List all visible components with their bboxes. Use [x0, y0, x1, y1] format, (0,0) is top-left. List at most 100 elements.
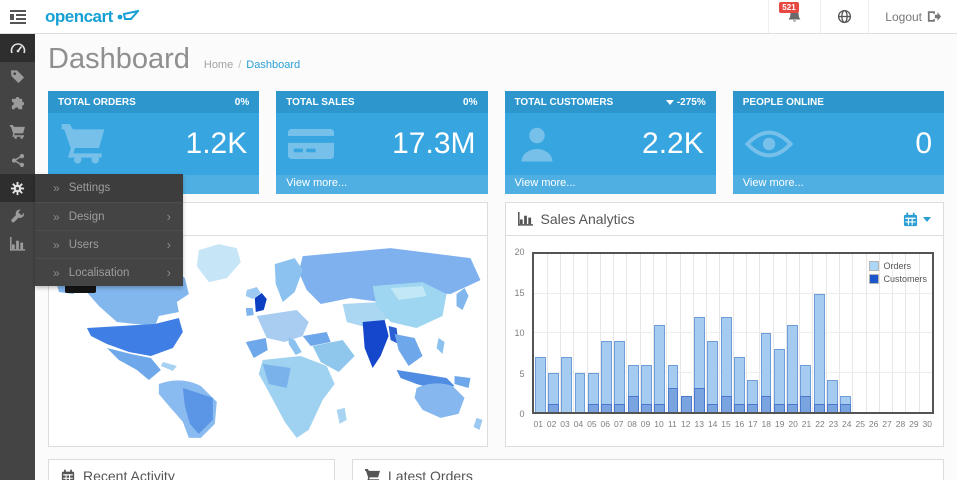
legend-swatch	[869, 260, 880, 271]
page-head: Dashboard Home / Dashboard	[48, 43, 944, 87]
customers-bar-15	[720, 396, 732, 412]
tile-view-more-link[interactable]: View more...	[504, 175, 716, 194]
chart-legend: Orders Customers	[869, 259, 927, 285]
flyout-item-users[interactable]: » Users ›	[35, 230, 183, 258]
x-tick-label: 16	[734, 419, 745, 429]
customers-bar-08	[627, 396, 639, 412]
y-tick-label: 20	[514, 247, 525, 257]
tile-header: TOTAL CUSTOMERS -275%	[504, 91, 716, 113]
orders-bar-09	[640, 364, 652, 412]
chevron-right-icon: ›	[166, 237, 171, 252]
sidebar-item-reports[interactable]	[0, 230, 35, 258]
x-tick-label: 04	[573, 419, 584, 429]
orders-bar-08	[627, 364, 639, 412]
legend-entry-orders: Orders	[869, 259, 927, 272]
x-tick-label: 09	[640, 419, 651, 429]
cart-icon	[10, 125, 25, 139]
logo[interactable]: opencart	[35, 0, 149, 33]
flyout-item-label: Localisation	[68, 266, 130, 279]
gridline	[599, 254, 601, 412]
chart-range-dropdown[interactable]	[903, 211, 931, 227]
flyout-item-settings[interactable]: » Settings	[35, 174, 183, 202]
orders-bar-16	[733, 356, 745, 412]
latest-orders-title: Latest Orders	[388, 468, 473, 480]
sidebar-item-dashboard[interactable]	[0, 34, 35, 62]
tile-change: 0%	[463, 96, 478, 108]
orders-bar-05	[587, 372, 599, 412]
sidebar-item-maintenance[interactable]	[0, 202, 35, 230]
chart-plot-area: Orders Customers	[531, 252, 934, 414]
gridline	[546, 254, 548, 412]
orders-bar-19	[773, 348, 785, 412]
tile-value: 2.2K	[642, 127, 704, 160]
latest-orders-panel: Latest Orders	[352, 459, 944, 480]
world-map-body[interactable]	[49, 236, 487, 446]
bar-chart-icon	[10, 237, 25, 251]
notifications-button[interactable]: 521	[768, 0, 820, 33]
menu-toggle-button[interactable]	[0, 0, 35, 33]
tag-icon	[10, 69, 25, 84]
customers-bar-05	[587, 404, 599, 412]
stores-button[interactable]	[820, 0, 868, 33]
customers-bar-22	[813, 404, 825, 412]
orders-bar-04	[574, 372, 586, 412]
angle-double-right-icon: »	[53, 265, 60, 280]
tile-header: PEOPLE ONLINE	[732, 91, 944, 113]
flyout-item-design[interactable]: » Design ›	[35, 202, 183, 230]
x-tick-label: 18	[761, 419, 772, 429]
tile-body: 17.3M	[276, 113, 488, 175]
orders-bar-24	[840, 396, 852, 412]
gridline	[772, 254, 774, 412]
customers-bar-13	[694, 388, 705, 412]
x-tick-label: 08	[627, 419, 637, 429]
customers-bar-14	[707, 404, 719, 412]
orders-bar-22	[813, 293, 825, 412]
notification-badge: 521	[779, 2, 799, 13]
orders-bar-07	[614, 340, 626, 412]
sidebar-item-catalog[interactable]	[0, 62, 35, 90]
breadcrumb-home[interactable]: Home	[203, 59, 234, 71]
sales-analytics-header: Sales Analytics	[505, 203, 943, 236]
gridline	[839, 254, 841, 412]
x-tick-label: 22	[815, 419, 825, 429]
sidebar-item-system[interactable]	[0, 174, 35, 202]
share-icon	[11, 153, 25, 168]
breadcrumb-current[interactable]: Dashboard	[246, 59, 301, 71]
x-tick-label: 02	[546, 419, 557, 429]
x-tick-label: 01	[533, 419, 543, 429]
gridline	[892, 254, 894, 412]
customers-bar-21	[800, 396, 812, 412]
logout-button[interactable]: Logout	[868, 0, 957, 33]
sales-analytics-panel: Sales Analytics	[504, 202, 944, 447]
angle-double-right-icon: »	[53, 237, 60, 252]
header-spacer	[149, 0, 769, 33]
gridline	[905, 254, 907, 412]
wrench-icon	[10, 209, 25, 224]
puzzle-icon	[10, 96, 25, 112]
x-tick-label: 06	[600, 419, 611, 429]
flyout-item-localisation[interactable]: » Localisation ›	[35, 258, 183, 286]
customers-bar-09	[640, 404, 652, 412]
x-tick-label: 03	[560, 419, 570, 429]
chevron-right-icon: ›	[166, 209, 171, 224]
gridline	[653, 254, 655, 412]
tile-view-more-link[interactable]: View more...	[276, 175, 488, 194]
sidebar-item-extensions[interactable]	[0, 90, 35, 118]
x-tick-label: 12	[681, 419, 691, 429]
tile-view-more-link[interactable]: View more...	[732, 175, 944, 194]
x-tick-label: 27	[882, 419, 892, 429]
x-tick-label: 20	[788, 419, 798, 429]
angle-double-right-icon: »	[53, 209, 60, 224]
sidebar-item-marketing[interactable]	[0, 146, 35, 174]
gridline	[799, 254, 801, 412]
gridline	[573, 254, 575, 412]
system-flyout-menu: » Settings » Design › » Users › » Localisation ›	[35, 174, 183, 286]
tile-change: -275%	[665, 97, 706, 108]
sidebar	[0, 34, 35, 480]
chevron-right-icon: ›	[166, 265, 171, 280]
map-tooltip	[65, 283, 96, 293]
sidebar-item-sales[interactable]	[0, 118, 35, 146]
gridline	[613, 254, 615, 412]
recent-activity-panel: Recent Activity	[48, 459, 335, 480]
tile-change: 0%	[234, 96, 250, 108]
